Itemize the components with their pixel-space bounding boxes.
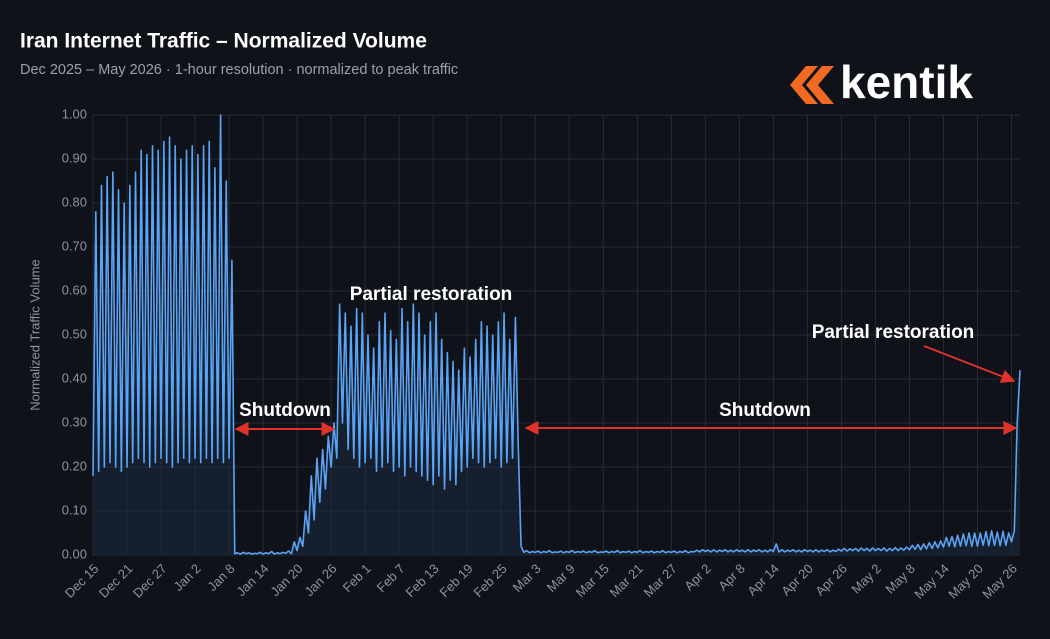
annotation: Shutdown	[239, 400, 331, 421]
y-tick-label: 0.20	[62, 458, 87, 473]
y-tick-label: 0.10	[62, 502, 87, 517]
y-tick-label: 0.00	[62, 546, 87, 561]
y-tick-label: 1.00	[62, 106, 87, 121]
y-tick-label: 0.70	[62, 238, 87, 253]
annotation: Partial restoration	[812, 322, 975, 343]
chart-subtitle: Dec 2025 – May 2026 · 1-hour resolution …	[20, 62, 458, 78]
y-tick-label: 0.80	[62, 194, 87, 209]
y-axis-label: Normalized Traffic Volume	[27, 259, 42, 411]
y-tick-label: 0.30	[62, 414, 87, 429]
brand-logo: kentik	[790, 56, 973, 108]
y-tick-label: 0.50	[62, 326, 87, 341]
chart-title: Iran Internet Traffic – Normalized Volum…	[20, 30, 427, 53]
y-tick-label: 0.40	[62, 370, 87, 385]
y-tick-label: 0.60	[62, 282, 87, 297]
area	[93, 115, 1020, 555]
annotation: Partial restoration	[350, 284, 513, 305]
logo-chevron	[790, 66, 818, 104]
y-tick-label: 0.90	[62, 150, 87, 165]
annotation-arrow	[923, 345, 1016, 383]
brand-name: kentik	[840, 56, 973, 108]
logo-chevron	[806, 66, 834, 104]
annotation: Shutdown	[719, 400, 811, 421]
line	[92, 114, 1021, 555]
